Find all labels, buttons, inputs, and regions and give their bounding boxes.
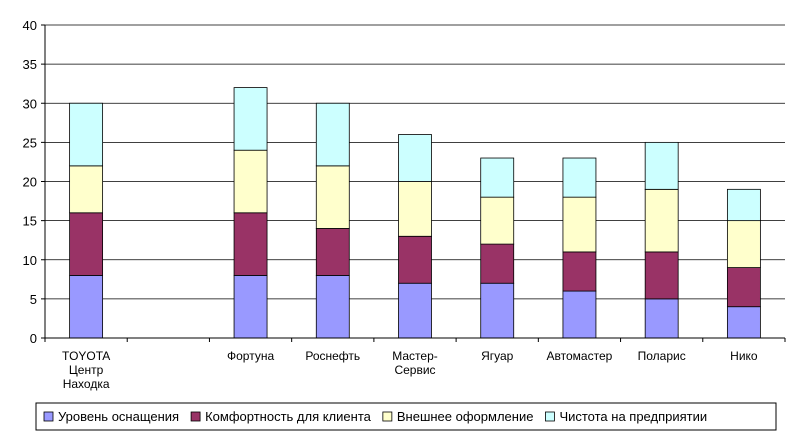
bar-segment (233, 87, 268, 151)
bar-segment (398, 235, 432, 284)
y-tick-label: 30 (23, 96, 37, 111)
bars (69, 87, 761, 339)
bar-segment (233, 212, 268, 276)
x-axis-ticks: TOYOTA Центр Находка Фортуна Роснефть Мастер-… (62, 349, 758, 391)
x-tick-label: Фортуна (227, 349, 274, 363)
y-tick-label: 20 (23, 175, 37, 190)
bar-segment (315, 165, 350, 229)
legend-swatch (382, 411, 393, 422)
y-tick-label: 40 (23, 18, 37, 33)
bar-segment (726, 267, 761, 308)
bar-segment (398, 181, 432, 237)
legend-swatch (190, 411, 201, 422)
bar-segment (69, 102, 104, 167)
bar-segment (398, 282, 432, 339)
legend-label: Уровень оснащения (58, 409, 179, 424)
bar-segment (562, 157, 597, 198)
bar-segment (480, 282, 515, 339)
bar-segment (480, 196, 515, 245)
x-tick-label: Мастер-Сервис (392, 349, 438, 377)
x-tick-label: Поларис (638, 349, 686, 363)
bar-segment (315, 274, 350, 339)
bar-segment (644, 188, 679, 253)
legend: Уровень оснащения Комфортность для клиент… (35, 402, 777, 431)
legend-label: Комфортность для клиента (205, 409, 372, 424)
y-tick-label: 0 (30, 331, 37, 346)
y-tick-label: 10 (23, 253, 37, 268)
bar-segment (644, 141, 679, 190)
legend-label: Чистота на предприятии (559, 409, 707, 424)
bar-segment (562, 196, 597, 253)
y-axis-ticks: 0 5 10 15 20 25 30 35 40 (23, 18, 45, 346)
bar-segment (398, 134, 432, 182)
y-tick-label: 5 (30, 292, 37, 307)
x-tick-label: Нико (730, 349, 758, 363)
bar-segment (480, 157, 515, 198)
bar-segment (562, 290, 597, 339)
bar-segment (69, 274, 104, 339)
x-tick-label: Роснефть (305, 349, 360, 363)
bar-segment (726, 220, 761, 268)
bar-segment (69, 212, 104, 276)
bar-segment (726, 188, 761, 222)
x-tick-label: Ягуар (481, 349, 514, 363)
x-tick-label: Автомастер (547, 349, 613, 363)
x-tick-label: TOYOTA Центр Находка (62, 349, 110, 391)
y-tick-label: 25 (23, 135, 37, 150)
bar-segment (726, 306, 761, 339)
bar-segment (644, 298, 679, 339)
bar-segment (69, 165, 104, 214)
legend-label: Внешнее оформление (397, 409, 534, 424)
bar-segment (233, 149, 268, 214)
bar-segment (315, 228, 350, 276)
bar-segment (233, 274, 268, 339)
bar-segment (562, 251, 597, 292)
legend-swatch (545, 411, 555, 422)
y-tick-label: 35 (23, 57, 37, 72)
legend-box (35, 402, 777, 431)
bar-segment (644, 251, 679, 300)
bar-segment (480, 243, 515, 284)
bar-segment (315, 102, 350, 167)
y-tick-label: 15 (23, 214, 37, 229)
legend-swatch (43, 411, 54, 422)
